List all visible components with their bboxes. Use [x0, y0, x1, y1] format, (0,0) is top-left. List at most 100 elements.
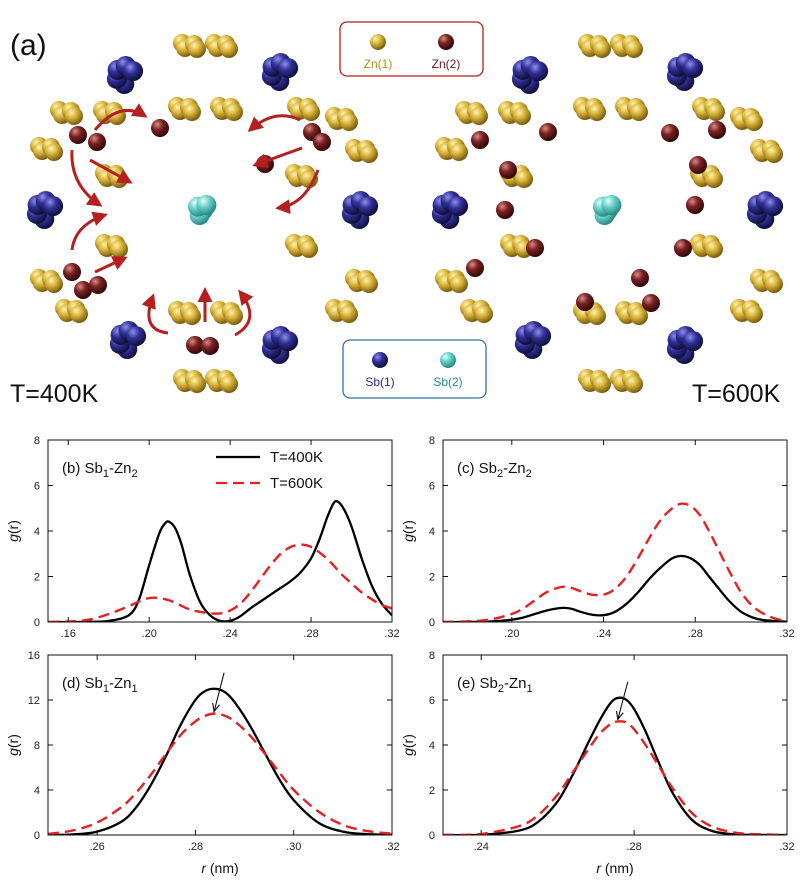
zn1-atom — [225, 307, 243, 325]
x-tick-label: .24 — [222, 628, 237, 640]
zn1-cluster — [345, 269, 378, 293]
zn1-cluster — [750, 139, 783, 163]
y-axis-label: g(r) — [5, 734, 21, 756]
zn2-atom — [466, 259, 484, 277]
zn1-atom — [70, 305, 88, 323]
zn1-atom — [515, 170, 533, 188]
zn2-atom — [674, 239, 692, 257]
sb1-atom — [123, 61, 144, 82]
y-tick-label: 0 — [34, 830, 40, 842]
zn2-atom — [471, 131, 489, 149]
zn1-atom — [450, 275, 468, 293]
sb1-cluster — [109, 321, 147, 359]
zn2-atom — [631, 269, 649, 287]
zn1-atom — [183, 103, 201, 121]
zn1-atom — [588, 307, 606, 325]
y-tick-label: 8 — [34, 435, 40, 447]
zn1-cluster — [578, 34, 611, 58]
zn2-atom — [642, 294, 660, 312]
zn1-cluster — [95, 164, 128, 188]
series-line-600k — [48, 543, 392, 622]
zn1-cluster — [210, 301, 243, 325]
zn1-cluster — [615, 97, 648, 121]
zn2-atom — [686, 196, 704, 214]
zn1-atom — [745, 305, 763, 323]
x-tick-label: .32 — [779, 841, 794, 853]
legend-label: T=400K — [270, 449, 323, 466]
zn2-atom — [661, 124, 679, 142]
zn2-atom — [151, 119, 169, 137]
x-tick-label: .28 — [626, 841, 641, 853]
zn1-atom — [340, 305, 358, 323]
chart-panel-c: .20 .24 .28 .32 0 2 4 6 8 (c) Sb2-Zn2 g(r) — [400, 435, 795, 640]
panel-title: (c) Sb2-Zn2 — [457, 460, 532, 480]
zn1-atom — [745, 113, 763, 131]
zn1-cluster — [578, 369, 611, 393]
y-tick-label: 0 — [34, 617, 40, 629]
zn2-atom — [708, 121, 726, 139]
panel-title: (b) Sb1-Zn2 — [62, 460, 138, 480]
sb1-cluster — [746, 191, 784, 229]
series-line-600k — [443, 720, 787, 835]
x-axis-label: r (nm) — [596, 860, 633, 876]
migration-arrow — [141, 293, 169, 335]
panel-a-label: (a) — [10, 29, 47, 62]
zn1-atom — [183, 307, 201, 325]
zn2-atom — [88, 133, 106, 151]
y-tick-label: 6 — [34, 481, 40, 493]
zn1-atom — [630, 103, 648, 121]
sb1-atom — [43, 196, 64, 217]
zn1-cluster — [460, 299, 493, 323]
zn1-cluster — [498, 101, 531, 125]
zn2-atom — [689, 156, 707, 174]
migration-arrow — [275, 169, 320, 215]
zn2-atom — [496, 201, 514, 219]
sb1-cluster — [26, 191, 64, 229]
sb1-atom — [278, 58, 299, 79]
x-tick-label: .32 — [779, 628, 794, 640]
zn2-atom — [576, 293, 594, 311]
legend-label: T=600K — [270, 475, 323, 492]
zn1-atom — [188, 375, 206, 393]
sb2-cluster — [593, 195, 622, 225]
migration-arrow — [70, 149, 103, 207]
zn1-atom — [45, 275, 63, 293]
sb1-atom — [126, 326, 147, 347]
legend-sb2-label: Sb(2) — [433, 375, 462, 389]
legend-zn2-label: Zn(2) — [432, 57, 461, 71]
zn1-atom — [470, 107, 488, 125]
x-tick-label: .28 — [303, 628, 318, 640]
series-line-400k — [443, 696, 787, 835]
peak-shift-arrow — [214, 672, 225, 712]
zn1-atom — [765, 275, 783, 293]
migration-arrow — [252, 146, 303, 168]
x-tick-label: .20 — [504, 628, 519, 640]
zn1-cluster — [325, 107, 358, 131]
zn1-atom — [593, 40, 611, 58]
sb1-atom — [448, 196, 469, 217]
migration-arrows — [70, 103, 320, 337]
sb1-cluster — [514, 321, 552, 359]
sb1-cluster — [261, 53, 299, 91]
zn1-cluster — [205, 34, 238, 58]
sb1-atom — [528, 61, 549, 82]
y-tick-label: 4 — [429, 740, 435, 752]
y-tick-label: 16 — [28, 650, 40, 662]
sb1-cluster — [341, 191, 379, 229]
zn1-cluster — [750, 269, 783, 293]
zn1-atom — [360, 145, 378, 163]
peak-shift-arrow — [618, 681, 629, 720]
zn1-atom — [220, 375, 238, 393]
zn1-atom — [360, 275, 378, 293]
zn1-cluster — [435, 269, 468, 293]
sb1-atom — [683, 331, 704, 352]
zn1-cluster — [455, 101, 488, 125]
zn1-atom — [593, 375, 611, 393]
zn1-cluster — [610, 34, 643, 58]
temperature-label-left: T=400K — [10, 380, 99, 408]
migration-arrow — [234, 289, 254, 337]
y-tick-label: 2 — [429, 572, 435, 584]
sb2-cluster — [188, 195, 217, 225]
y-axis-label: g(r) — [5, 520, 21, 542]
sb1-cluster — [666, 326, 704, 364]
